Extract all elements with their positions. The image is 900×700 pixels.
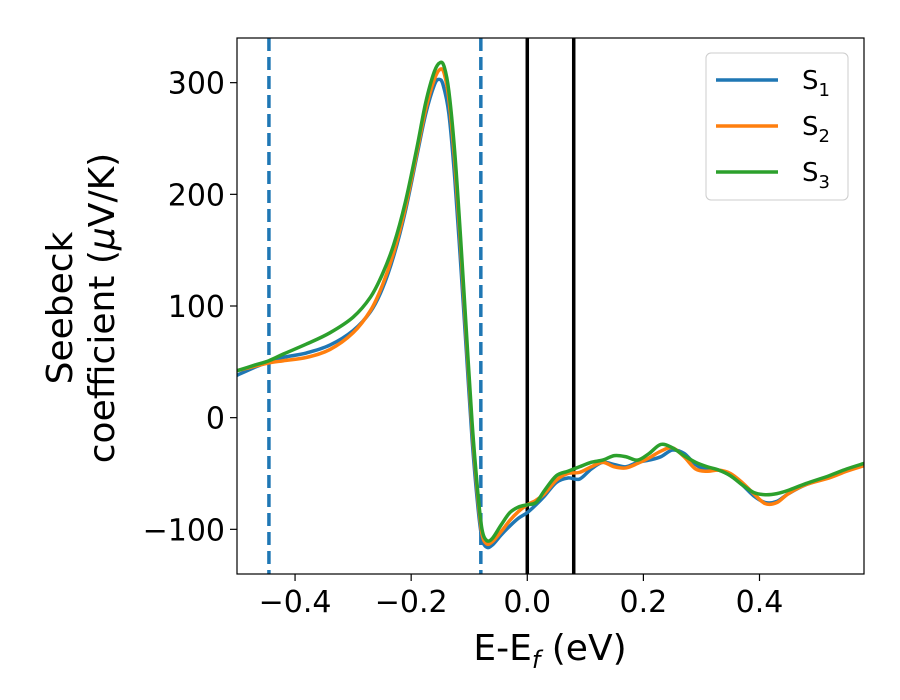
legend-label-s2: S2	[802, 112, 830, 147]
y-axis-title-mu: μ	[82, 227, 123, 251]
x-tick-label: −0.2	[375, 585, 448, 620]
y-axis-title-unit: V/K)	[82, 153, 123, 227]
y-tick-label: −100	[143, 513, 225, 548]
y-axis-ticks: −100 0 100 200 300	[143, 67, 237, 548]
y-tick-label: 300	[168, 67, 225, 102]
y-axis-title-line2: coefficient (	[82, 250, 123, 463]
reference-lines	[267, 38, 576, 574]
series-line-s3	[237, 60, 864, 543]
legend-items: S1 S2 S3	[716, 66, 830, 193]
legend-label-s3: S3	[802, 158, 830, 193]
x-tick-label: 0.4	[736, 585, 784, 620]
x-tick-label: 0.2	[620, 585, 668, 620]
y-tick-label: 200	[168, 178, 225, 213]
y-tick-label: 0	[206, 402, 225, 437]
legend: S1 S2 S3	[705, 52, 849, 201]
svg-text:coefficient (μV/K): coefficient (μV/K)	[82, 153, 123, 463]
x-axis-ticks: −0.4 −0.2 0.0 0.2 0.4	[259, 574, 784, 620]
y-tick-label: 100	[168, 290, 225, 325]
svg-text:Seebeck: Seebeck	[40, 231, 81, 384]
x-tick-label: 0.0	[503, 585, 551, 620]
y-axis-title: Seebeck coefficient (μV/K)	[40, 153, 123, 463]
x-axis-title: E-Ef (eV)	[473, 628, 626, 674]
series-lines	[237, 60, 864, 550]
legend-label-s1: S1	[802, 66, 830, 101]
x-tick-label: −0.4	[259, 585, 332, 620]
x-axis-title-unit: (eV)	[540, 628, 626, 669]
y-axis-title-line1: Seebeck	[40, 231, 81, 384]
